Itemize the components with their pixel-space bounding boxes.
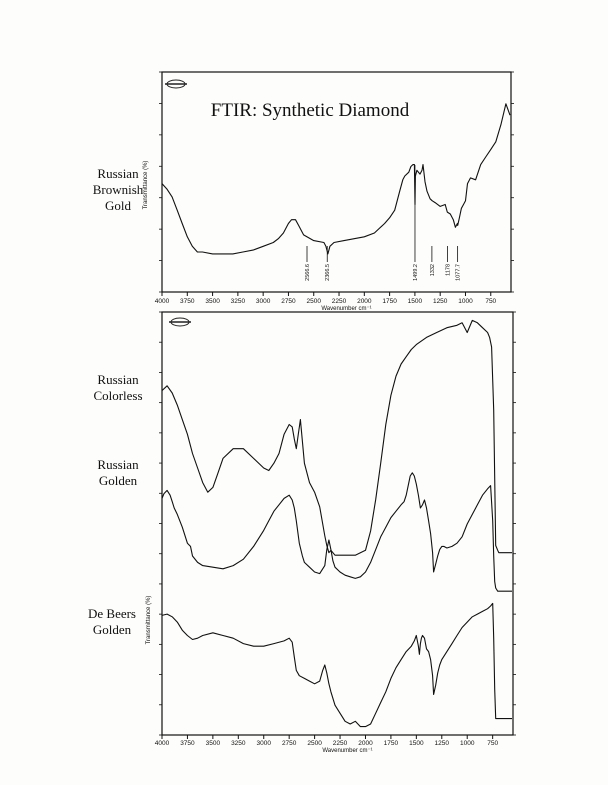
bottom-x-tick-label: 1500 [409,740,424,747]
peak-label: 2366.5 [325,264,331,281]
bottom-x-tick-label: 750 [487,740,498,747]
label-line: Colorless [93,388,143,403]
top-x-tick-label: 3000 [256,298,271,305]
label-line: Russian [97,166,139,181]
instrument-logo-icon [165,79,187,89]
top-x-tick-label: 750 [485,298,496,305]
series-line-russian-brownish-gold [161,103,511,255]
label-line: De Beers [87,606,136,621]
top-x-tick-label: 3500 [205,298,220,305]
top-x-tick-label: 3750 [180,298,195,305]
label-de-beers-golden: De Beers Golden [52,606,172,638]
series-line-russian-golden [161,472,512,592]
label-line: Russian [97,372,139,387]
peak-label: 1332 [430,264,436,276]
bottom-x-tick-label: 3000 [257,740,272,747]
bottom-x-axis-label: Wavenumber cm⁻¹ [322,748,372,754]
top-x-tick-label: 4000 [155,298,170,305]
top-x-tick-label: 3250 [231,298,246,305]
top-x-tick-label: 1500 [408,298,423,305]
label-russian-brownish-gold: Russian Brownish Gold [58,166,178,214]
bottom-x-tick-label: 2250 [333,740,348,747]
top-x-tick-label: 1750 [382,298,397,305]
bottom-x-tick-label: 1000 [460,740,475,747]
bottom-x-tick-label: 3500 [206,740,221,747]
top-x-axis-label: Wavenumber cm⁻¹ [321,306,371,312]
label-line: Golden [98,473,138,488]
bottom-x-tick-label: 4000 [155,740,170,747]
peak-label: 2566.6 [305,264,311,281]
top-y-axis-label: Transmittance (%) [143,161,149,210]
bottom-x-tick-label: 2500 [307,740,322,747]
label-russian-colorless: Russian Colorless [58,372,178,404]
bottom-x-tick-label: 2000 [358,740,373,747]
top-x-tick-label: 1000 [458,298,473,305]
series-line-russian-colorless [161,319,512,556]
label-line: Golden [92,622,132,637]
top-x-tick-label: 1250 [433,298,448,305]
bottom-x-tick-label: 3250 [231,740,246,747]
top-plot-frame [161,71,512,293]
peak-label: 1178 [445,264,451,276]
instrument-logo-icon [169,317,191,327]
series-line-de-beers-golden [161,602,512,728]
top-x-tick-label: 2000 [357,298,372,305]
label-line: Gold [105,198,131,213]
bottom-x-tick-label: 1250 [435,740,450,747]
top-x-tick-label: 2250 [332,298,347,305]
bottom-plot-frame [161,311,514,736]
top-x-tick-label: 2500 [307,298,322,305]
chart-title: FTIR: Synthetic Diamond [211,100,410,121]
label-russian-golden: Russian Golden [58,457,178,489]
peak-label: 1077.7 [456,264,462,281]
label-line: Brownish [92,182,144,197]
label-line: Russian [97,457,139,472]
bottom-x-tick-label: 2750 [282,740,297,747]
top-x-tick-label: 2750 [281,298,296,305]
bottom-x-tick-label: 1750 [384,740,399,747]
peak-label: 1499.2 [413,264,419,281]
bottom-y-axis-label: Transmittance (%) [146,596,152,645]
bottom-x-tick-label: 3750 [180,740,195,747]
